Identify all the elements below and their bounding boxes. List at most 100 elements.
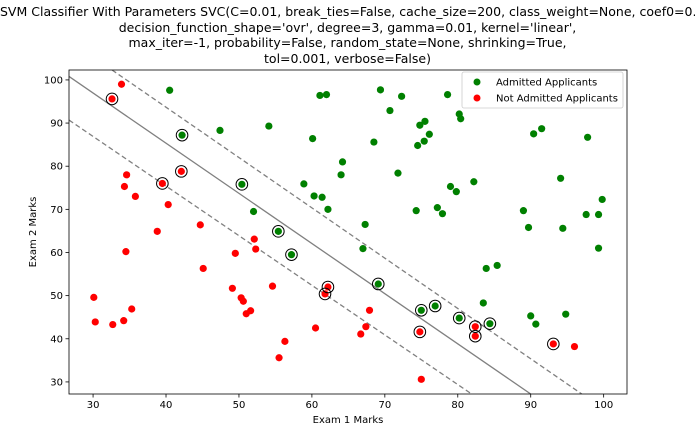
legend-label-admitted: Admitted Applicants xyxy=(496,78,597,89)
x-tick-label: 90 xyxy=(524,400,537,411)
point-admitted xyxy=(438,210,447,218)
point-not-admitted xyxy=(199,264,207,273)
point-admitted xyxy=(557,174,565,182)
point-admitted xyxy=(443,90,452,99)
axis-ticks: 30 40 50 60 70 80 90 100 30 40 50 60 70 80 90 100 xyxy=(44,75,613,411)
point-admitted xyxy=(594,210,603,219)
point-not-admitted xyxy=(177,167,185,175)
point-admitted xyxy=(532,320,540,328)
point-admitted xyxy=(420,137,428,145)
chart-title-line-1: SVM Classifier With Parameters SVC(C=0.0… xyxy=(0,4,695,19)
point-not-admitted xyxy=(109,320,117,329)
point-admitted xyxy=(421,117,429,125)
x-tick-label: 50 xyxy=(233,400,246,411)
x-axis-label: Exam 1 Marks xyxy=(313,415,384,426)
point-admitted xyxy=(310,192,318,200)
point-admitted xyxy=(416,121,424,129)
support-vector-ring xyxy=(175,165,188,178)
point-admitted xyxy=(433,204,441,212)
point-admitted xyxy=(361,220,369,229)
legend-box xyxy=(461,71,624,109)
support-vector-ring xyxy=(371,277,385,291)
point-admitted xyxy=(178,131,186,139)
y-tick-label: 80 xyxy=(50,162,63,173)
support-vector-ring xyxy=(156,177,169,190)
point-admitted xyxy=(324,205,332,213)
support-vector-ring xyxy=(321,280,335,294)
point-admitted xyxy=(446,182,455,191)
chart-title-line-3: max_iter=-1, probability=False, random_s… xyxy=(128,35,567,50)
support-vector-ring xyxy=(468,329,482,343)
chart-title: SVM Classifier With Parameters SVC(C=0.0… xyxy=(0,4,695,66)
support-vector-ring xyxy=(547,337,560,351)
support-vector-ring xyxy=(318,287,332,301)
point-not-admitted xyxy=(122,248,130,256)
point-not-admitted xyxy=(417,375,425,383)
point-not-admitted xyxy=(164,201,172,209)
point-admitted xyxy=(238,180,246,188)
point-admitted xyxy=(479,299,487,307)
point-not-admitted xyxy=(91,318,99,326)
chart-title-line-2: decision_function_shape='ovr', degree=3,… xyxy=(118,19,577,35)
point-admitted xyxy=(216,126,224,134)
point-admitted xyxy=(470,178,478,186)
point-admitted xyxy=(493,261,501,270)
point-not-admitted xyxy=(268,282,277,290)
point-admitted xyxy=(559,224,567,232)
point-admitted xyxy=(249,207,258,216)
point-not-admitted xyxy=(239,297,247,305)
y-tick-label: 30 xyxy=(50,377,63,388)
y-tick-label: 70 xyxy=(50,205,63,216)
point-not-admitted xyxy=(131,192,139,201)
point-admitted xyxy=(337,171,345,179)
point-admitted xyxy=(519,207,528,215)
point-admitted xyxy=(584,133,592,141)
point-not-admitted xyxy=(471,332,479,340)
x-tick-label: 30 xyxy=(87,400,100,411)
point-not-admitted xyxy=(90,293,98,301)
legend-label-not-admitted: Not Admitted Applicants xyxy=(496,94,618,105)
support-vector-ring xyxy=(415,304,428,317)
y-tick-label: 40 xyxy=(50,334,63,345)
point-not-admitted xyxy=(275,354,283,362)
point-not-admitted xyxy=(228,284,236,292)
margin-line-1 xyxy=(111,70,583,394)
y-tick-label: 100 xyxy=(44,75,63,86)
point-admitted xyxy=(274,227,282,235)
x-tick-label: 100 xyxy=(594,400,613,411)
legend: Admitted Applicants Not Admitted Applica… xyxy=(461,71,624,109)
point-not-admitted xyxy=(128,305,136,313)
point-admitted xyxy=(412,207,420,215)
point-not-admitted xyxy=(231,249,239,257)
point-admitted xyxy=(338,158,347,166)
x-tick-label: 70 xyxy=(378,400,391,411)
point-admitted xyxy=(582,210,590,219)
support-vector-ring xyxy=(175,128,189,142)
point-admitted xyxy=(417,306,425,314)
support-vector-ring xyxy=(483,317,497,330)
point-admitted xyxy=(166,86,174,94)
point-admitted xyxy=(538,125,546,133)
support-vectors xyxy=(105,92,560,351)
point-admitted xyxy=(394,169,402,177)
point-not-admitted xyxy=(549,340,557,348)
point-admitted xyxy=(287,251,296,259)
y-tick-label: 50 xyxy=(50,291,63,302)
point-admitted xyxy=(265,122,273,130)
point-not-admitted xyxy=(357,330,365,338)
legend-marker-not-admitted xyxy=(473,94,481,102)
point-admitted xyxy=(452,188,460,196)
point-admitted xyxy=(316,91,324,100)
chart-title-line-4: tol=0.001, verbose=False) xyxy=(264,50,431,66)
point-admitted xyxy=(386,106,394,115)
point-not-admitted xyxy=(108,95,116,103)
point-admitted xyxy=(376,86,385,94)
point-admitted xyxy=(322,90,331,99)
point-admitted xyxy=(524,223,533,232)
point-admitted xyxy=(359,245,367,253)
point-not-admitted xyxy=(311,324,320,332)
support-vector-ring xyxy=(105,92,119,106)
x-tick-label: 60 xyxy=(306,400,319,411)
margin-line-2 xyxy=(69,119,473,394)
x-tick-label: 40 xyxy=(160,400,173,411)
